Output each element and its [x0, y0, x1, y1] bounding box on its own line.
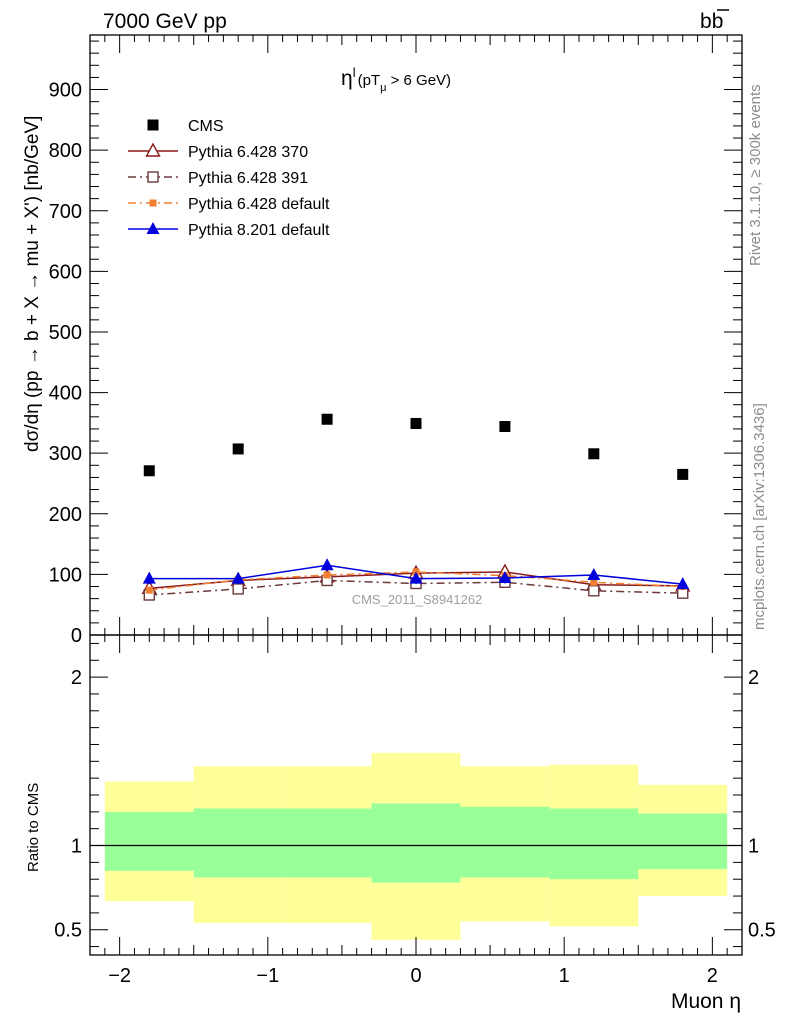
ratio-band-inner — [460, 806, 550, 878]
x-axis-label: Muon η — [671, 990, 741, 1013]
data-point — [145, 586, 153, 594]
data-point — [232, 583, 244, 595]
data-point — [142, 571, 156, 584]
legend-label: Pythia 6.428 370 — [188, 144, 308, 161]
x-tick-label: 0 — [410, 965, 421, 987]
y-axis-label: dσ/dη (pp → b + X → mu + X') [nb/GeV] — [22, 116, 43, 452]
legend-label: CMS — [188, 118, 224, 135]
y-tick-label: 400 — [49, 383, 82, 405]
data-point — [409, 571, 423, 584]
ratio-band-inner — [371, 803, 461, 883]
legend: CMS Pythia 6.428 370 Pythia 6.428 391 Pythi… — [128, 118, 330, 239]
ratio-y-tick-label-right: 0.5 — [748, 920, 776, 942]
legend-marker — [147, 119, 159, 131]
legend-label: Pythia 6.428 default — [188, 196, 330, 213]
axis-ticks — [89, 35, 743, 955]
ratio-y-axis-label: Ratio to CMS — [25, 783, 42, 872]
data-point — [498, 571, 512, 584]
legend-marker — [147, 171, 159, 183]
x-tick-label: −1 — [256, 965, 279, 987]
data-point — [321, 413, 333, 425]
tick-labels: −2 −1 0 1 2 0 100 200 300 400 500 600 700 800 900 0.5 0.… — [49, 80, 776, 987]
y-tick-label: 300 — [49, 443, 82, 465]
y-tick-label: 100 — [49, 564, 82, 586]
data-point — [231, 571, 245, 584]
header-left-title: 7000 GeV pp — [103, 10, 227, 33]
y-tick-label: 600 — [49, 261, 82, 283]
ratio-y-tick-label: 2 — [71, 667, 82, 689]
header-right-title: bb — [700, 10, 723, 33]
y-tick-label: 700 — [49, 201, 82, 223]
ratio-band-inner — [104, 811, 194, 871]
ratio-y-tick-label: 1 — [71, 836, 82, 858]
legend-marker — [145, 142, 161, 157]
rivet-version-label: Rivet 3.1.10, ≥ 300k events — [747, 84, 764, 266]
legend-label: Pythia 8.201 default — [188, 222, 330, 239]
mcplots-label: mcplots.cern.ch [arXiv:1306.3436] — [751, 403, 768, 630]
data-point — [676, 577, 690, 590]
y-tick-label: 800 — [49, 140, 82, 162]
x-tick-label: 2 — [707, 965, 718, 987]
y-tick-label: 200 — [49, 504, 82, 526]
legend-marker — [146, 222, 160, 234]
ratio-band-inner — [638, 813, 728, 870]
ratio-band-inner — [549, 808, 639, 880]
data-point — [587, 568, 601, 580]
data-point — [588, 585, 600, 597]
main-series — [141, 413, 691, 601]
ratio-y-tick-label-right: 1 — [748, 836, 759, 858]
plot-title: ηl (pTμ > 6 GeV) — [341, 65, 451, 94]
ratio-y-tick-label-right: 2 — [748, 667, 759, 689]
ratio-band-inner — [282, 808, 372, 878]
analysis-watermark: CMS_2011_S8941262 — [352, 592, 483, 607]
header-right-title-bar: b — [712, 10, 724, 33]
data-point — [410, 417, 422, 429]
data-point — [499, 421, 511, 433]
data-point — [590, 578, 598, 586]
data-point — [320, 558, 334, 571]
legend-marker — [149, 199, 157, 207]
y-tick-label: 0 — [71, 625, 82, 647]
y-tick-label: 900 — [49, 80, 82, 102]
ratio-bands — [90, 752, 742, 940]
x-tick-label: 1 — [559, 965, 570, 987]
data-point — [323, 571, 331, 579]
legend-label: Pythia 6.428 391 — [188, 170, 308, 187]
data-point — [232, 443, 244, 455]
data-point — [677, 468, 689, 480]
ratio-band-inner — [193, 808, 283, 878]
y-tick-label: 500 — [49, 322, 82, 344]
data-point — [588, 448, 600, 460]
x-tick-label: −2 — [108, 965, 131, 987]
ratio-y-tick-label: 0.5 — [54, 920, 82, 942]
data-point — [143, 465, 155, 477]
